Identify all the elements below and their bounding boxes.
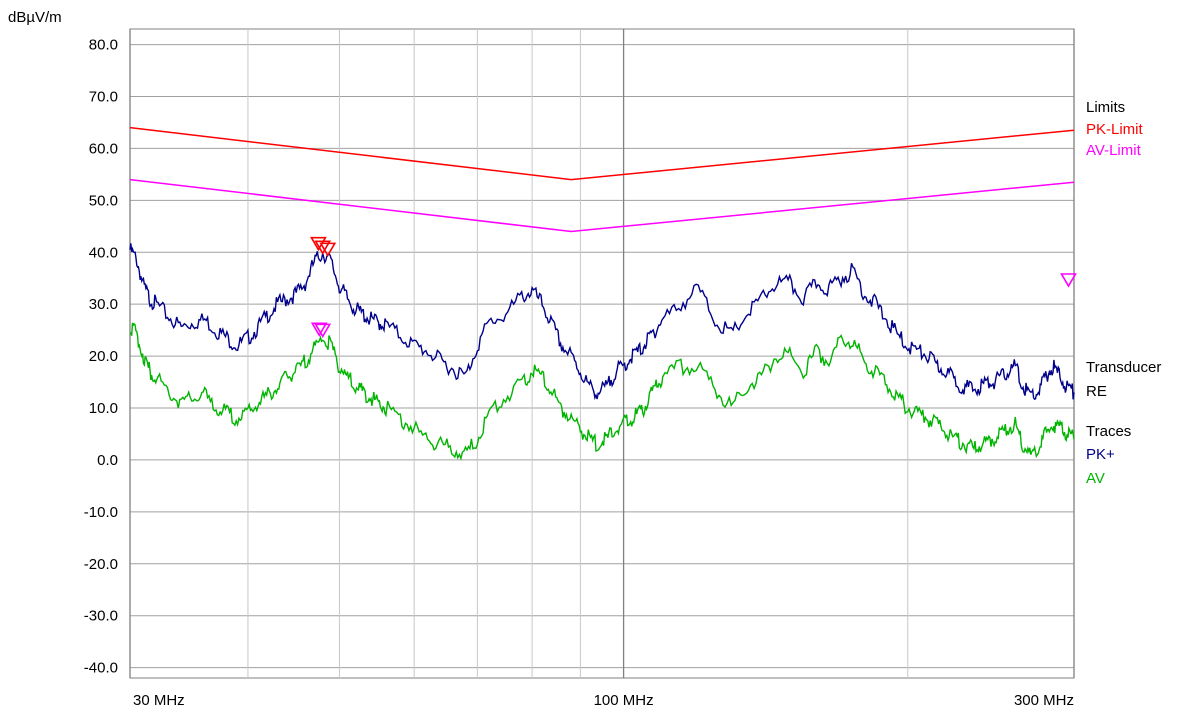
legend-transducer-heading: Transducer	[1086, 359, 1161, 376]
x-tick-label: 100 MHz	[594, 692, 654, 709]
legend-pk-limit: PK-Limit	[1086, 121, 1144, 138]
y-tick-label: -30.0	[84, 608, 118, 625]
legend-av-trace: AV	[1086, 470, 1105, 487]
limit-lines	[129, 126, 1075, 233]
peak-markers	[310, 236, 1077, 338]
peak-marker	[314, 323, 332, 338]
y-tick-label: 10.0	[89, 400, 118, 417]
y-tick-label: 70.0	[89, 88, 118, 105]
legend-transducer-re: RE	[1086, 383, 1107, 400]
y-tick-label: 60.0	[89, 140, 118, 157]
peak-marker	[314, 240, 332, 255]
y-tick-label: 20.0	[89, 348, 118, 365]
y-tick-label: 80.0	[89, 37, 118, 54]
y-tick-label: 50.0	[89, 192, 118, 209]
trace-lines	[129, 243, 1075, 461]
legend-traces-heading: Traces	[1086, 423, 1131, 440]
y-tick-labels: 80.0 70.0 60.0 50.0 40.0 30.0 20.0 10.0 0.0 -10.0…	[84, 37, 118, 677]
y-tick-label: 30.0	[89, 296, 118, 313]
peak-marker	[1060, 273, 1077, 288]
limit-line-pk-limit	[129, 126, 1075, 181]
x-tick-label: 300 MHz	[1014, 692, 1074, 709]
y-axis-label: dBµV/m	[8, 9, 62, 26]
peak-marker	[310, 322, 328, 337]
limit-line-av-limit	[129, 178, 1075, 233]
legend-limits-heading: Limits	[1086, 99, 1125, 116]
y-tick-label: 40.0	[89, 244, 118, 261]
plot-area	[129, 28, 1075, 679]
x-tick-label: 30 MHz	[133, 692, 185, 709]
y-tick-label: -10.0	[84, 504, 118, 521]
trace-line-pk	[129, 243, 1075, 401]
y-tick-label: 0.0	[97, 452, 118, 469]
x-tick-labels: 30 MHz 100 MHz 300 MHz	[133, 692, 1074, 709]
legend: Limits PK-Limit AV-Limit Transducer RE T…	[1086, 99, 1161, 487]
trace-line-av	[129, 322, 1075, 461]
y-tick-label: -20.0	[84, 556, 118, 573]
y-tick-label: -40.0	[84, 660, 118, 677]
peak-marker	[319, 242, 337, 257]
legend-av-limit: AV-Limit	[1086, 142, 1142, 159]
legend-pk-trace: PK+	[1086, 446, 1115, 463]
